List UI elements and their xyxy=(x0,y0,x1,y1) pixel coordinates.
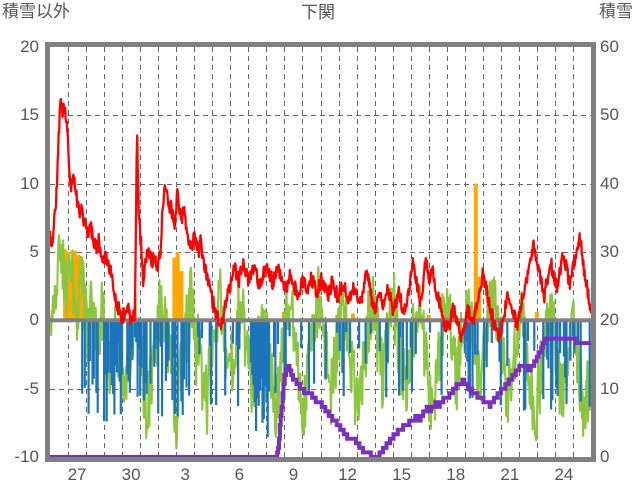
right-axis-tick: 20 xyxy=(600,310,619,330)
x-axis-tick: 9 xyxy=(288,465,299,484)
right-axis-tick: 0 xyxy=(600,447,610,466)
left-axis-tick: 0 xyxy=(29,310,39,330)
x-axis-tick: 30 xyxy=(121,465,141,484)
x-axis-tick: 24 xyxy=(554,465,574,484)
right-axis-tick: 30 xyxy=(600,242,619,261)
data-series-layer xyxy=(50,97,591,457)
x-axis-tick: 6 xyxy=(234,465,245,484)
left-axis-tick: 10 xyxy=(20,173,39,193)
left-axis-tick: -5 xyxy=(23,378,39,398)
left-axis-tick: -10 xyxy=(14,447,39,466)
left-axis-tick: 15 xyxy=(20,105,39,125)
right-axis-unit-label: 積雪 xyxy=(599,2,633,21)
x-axis-tick: 12 xyxy=(338,465,357,484)
right-axis-tick: 40 xyxy=(600,173,619,193)
x-axis-tick: 15 xyxy=(392,465,412,484)
x-axis-tick: 18 xyxy=(446,465,466,484)
chart-title: 下関 xyxy=(301,3,335,22)
left-axis-tick: 5 xyxy=(29,242,39,261)
left-axis-unit-label: 積雪以外 xyxy=(2,2,70,21)
right-axis-tick: 10 xyxy=(600,378,619,398)
plot-area xyxy=(50,47,591,457)
x-axis-tick: 21 xyxy=(500,465,520,484)
x-axis-tick: 3 xyxy=(180,465,190,484)
right-axis-tick: 60 xyxy=(600,37,619,56)
left-axis-tick: 20 xyxy=(20,37,39,56)
right-axis-tick: 50 xyxy=(600,105,619,125)
x-axis-tick: 27 xyxy=(67,465,87,484)
